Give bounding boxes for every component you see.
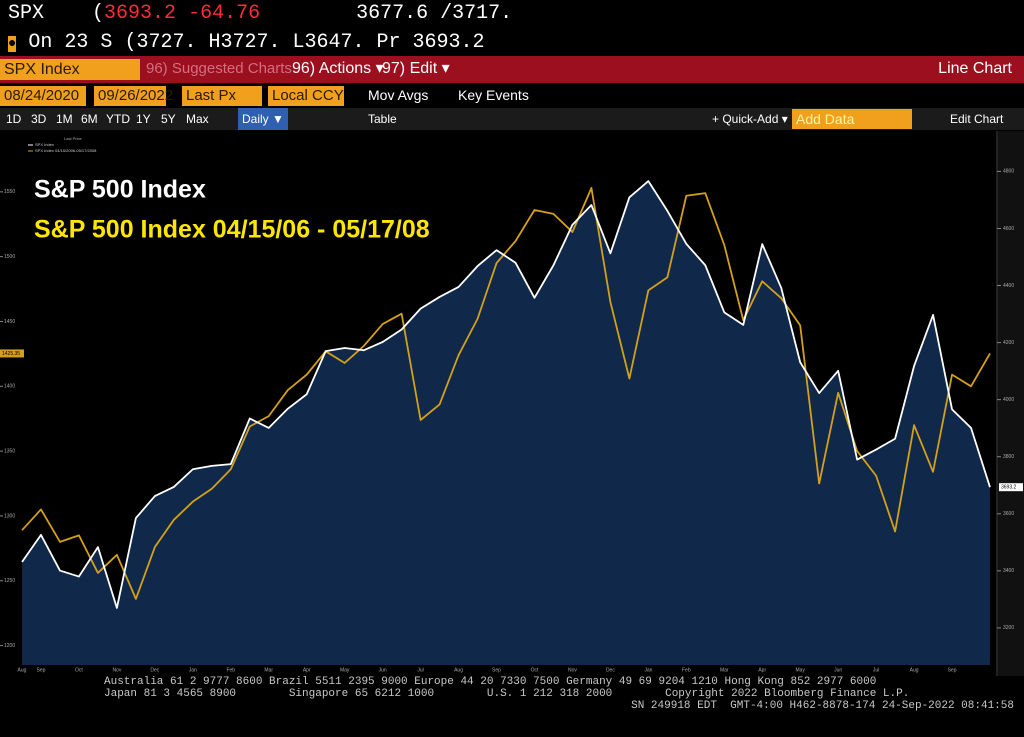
ticker: SPX [8,2,45,25]
y2-tick-label: 4800 [1003,169,1014,175]
period-button[interactable]: 1Y [136,112,151,126]
y-tick-label: 1450 [4,319,15,325]
y2-tick-label: 4000 [1003,397,1014,403]
legend-label: SPX Index [35,142,54,147]
chart: Last Price S&P 500 Index S&P 500 Index 0… [0,131,1024,676]
right-axis-strip [998,131,1024,676]
x-tick-label: Jan [644,667,652,673]
field-select[interactable]: Last Px [182,86,262,106]
x-tick-label: Oct [75,667,83,673]
y-tick-label: 1350 [4,448,15,454]
x-tick-label: Apr [758,667,766,673]
start-date[interactable]: 08/24/2020 [0,86,86,106]
y2-tick-label: 4600 [1003,226,1014,232]
security-field[interactable]: SPX Index [0,59,140,80]
legend-label: SPX Index 04/15/2006-05/17/2008 [35,148,97,153]
x-tick-label: Jul [417,667,423,673]
x-tick-label: May [340,667,350,673]
annotation: S&P 500 Index [34,176,206,204]
toolbar: SPX Index 96) Suggested Charts 96) Actio… [0,56,1024,83]
y-tick-label: 1500 [4,254,15,260]
period-button[interactable]: 1M [56,112,73,126]
period-button[interactable]: 6M [81,112,98,126]
x-tick-label: Aug [18,667,27,673]
quote-line-2: ● On 23 S (3727. H3727. L3647. Pr 3693.2 [8,31,485,54]
x-tick-label: Aug [454,667,463,673]
y2-tick-label: 3800 [1003,454,1014,460]
x-tick-label: Jun [834,667,842,673]
edit-chart-button[interactable]: Edit Chart [950,112,1004,126]
quote-line: SPX (3693.2 -64.76 3677.6 /3717. [8,2,512,25]
line [21,180,991,609]
footer-line: Australia 61 2 9777 8600 Brazil 5511 239… [104,676,877,688]
footer-line: Japan 81 3 4565 8900 Singapore 65 6212 1… [104,688,910,700]
legend-title: Last Price [64,136,83,141]
y2-tick-label: 4200 [1003,340,1014,346]
x-tick-label: Jun [379,667,387,673]
last-value-tag [0,349,24,358]
x-tick-label: Apr [303,667,311,673]
x-tick-label: Mar [264,667,273,673]
line [21,187,991,600]
frequency-button[interactable]: Daily ▼ [238,108,288,130]
area [22,181,990,665]
y-tick-label: 1300 [4,513,15,519]
end-date[interactable]: 09/26/2022 [94,86,173,106]
study-toggle[interactable]: Key Events [458,87,529,103]
chart-type[interactable]: Line Chart [938,60,1012,77]
marker: ( [92,2,105,25]
change: -64.76 [188,2,261,25]
x-tick-label: May [795,667,805,673]
y2-tick-label: 3200 [1003,625,1014,631]
last-value-tag [999,483,1023,492]
add-data-field[interactable]: Add Data [792,109,912,129]
x-tick-label: Nov [568,667,577,673]
x-tick-label: Sep [492,667,501,673]
x-tick-label: Dec [150,667,159,673]
x-tick-label: Jul [873,667,879,673]
x-tick-label: Feb [226,667,235,673]
table-button[interactable]: Table [368,112,397,126]
bid-ask: 3677.6 /3717. [356,2,513,25]
annotation: S&P 500 Index 04/15/06 - 05/17/08 [34,216,430,244]
last-value-label: 3693.2 [1001,485,1017,491]
icon: ● [8,36,17,52]
y2-tick-label: 4400 [1003,283,1014,289]
quote-detail: On 23 S (3727. H3727. L3647. Pr 3693.2 [28,31,485,54]
y-tick-label: 1400 [4,384,15,390]
controls-bar: 1D 3D 1M 6M YTD 1Y 5Y Max Daily ▼ Table + Quick… [0,108,1024,130]
edit-button[interactable]: 97) Edit ▾ [382,60,450,77]
period-button[interactable]: 1D [6,112,22,126]
x-tick-label: Sep [948,667,957,673]
x-tick-label: Aug [910,667,919,673]
period-button[interactable]: Max [186,112,209,126]
y2-tick-label: 3400 [1003,568,1014,574]
last-value-label: 1425.35 [2,351,20,357]
last-price: 3693.2 [104,2,177,25]
settings-bar: 08/24/2020 09/26/2022 Last Px Local CCY … [0,85,1024,107]
x-tick-label: Mar [720,667,729,673]
currency-select[interactable]: Local CCY [268,86,344,106]
x-tick-label: Nov [112,667,121,673]
footer-line: SN 249918 EDT GMT-4:00 H462-8878-174 24-… [631,700,1014,712]
x-tick-label: Feb [682,667,691,673]
suggested-button[interactable]: 96) Suggested Charts [146,60,292,77]
x-tick-label: Dec [606,667,615,673]
period-button[interactable]: 5Y [161,112,176,126]
y-tick-label: 1550 [4,189,15,195]
footer: Australia 61 2 9777 8600 Brazil 5511 239… [0,676,1024,737]
study-toggle[interactable]: Mov Avgs [368,87,429,103]
x-tick-label: Jan [189,667,197,673]
period-button[interactable]: 3D [31,112,47,126]
x-tick-label: Sep [37,667,46,673]
y-tick-label: 1250 [4,578,15,584]
actions-button[interactable]: 96) Actions ▾ [292,60,384,77]
x-tick-label: Oct [531,667,539,673]
y-tick-label: 1200 [4,643,15,649]
period-button[interactable]: YTD [106,112,130,126]
y2-tick-label: 3600 [1003,511,1014,517]
quick-add-button[interactable]: + Quick-Add ▾ [712,112,788,126]
